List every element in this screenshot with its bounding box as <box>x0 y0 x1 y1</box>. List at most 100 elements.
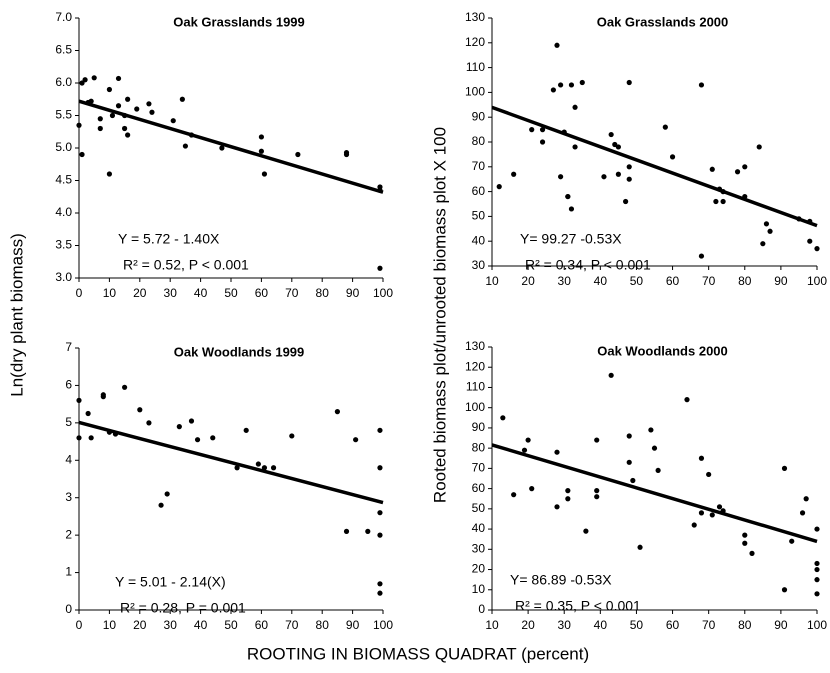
point <box>756 144 762 150</box>
point <box>716 504 723 510</box>
point <box>88 98 94 104</box>
point <box>377 427 383 433</box>
point <box>115 103 122 109</box>
point <box>814 566 820 573</box>
y-tick-label: 40 <box>472 233 486 247</box>
point <box>594 488 600 494</box>
point <box>76 122 82 128</box>
y-tick-label: 30 <box>472 258 486 272</box>
point <box>100 394 106 400</box>
y-tick-label: 80 <box>472 134 486 148</box>
fit-line <box>491 105 818 228</box>
point <box>122 125 128 132</box>
x-tick-label: 20 <box>521 274 535 288</box>
point <box>149 109 155 115</box>
y-tick-label: 120 <box>465 359 485 373</box>
chart-title: Oak Woodlands 2000 <box>597 343 728 358</box>
annotation: R² = 0.34, P < 0.001 <box>525 257 651 273</box>
x-tick-label: 10 <box>103 286 117 300</box>
fit-line <box>78 99 384 194</box>
point <box>807 238 813 244</box>
y-tick-label: 70 <box>472 461 486 475</box>
point <box>814 246 820 252</box>
point <box>698 253 705 259</box>
y-tick-label: 6.5 <box>55 43 72 57</box>
point <box>258 148 264 154</box>
point <box>182 143 188 149</box>
x-tick-label: 10 <box>103 618 117 632</box>
chart-title: Oak Woodlands 1999 <box>174 344 305 359</box>
x-tick-label: 40 <box>594 618 608 632</box>
x-tick-label: 50 <box>224 618 238 632</box>
annotation: R² = 0.35, P < 0.001 <box>515 598 641 614</box>
point <box>109 112 116 119</box>
point <box>334 409 340 415</box>
point <box>353 437 359 443</box>
point <box>539 139 546 145</box>
point <box>713 198 719 205</box>
point <box>137 407 143 413</box>
point <box>655 467 661 474</box>
y-tick-label: 3 <box>65 490 72 504</box>
point <box>720 198 726 205</box>
point <box>243 427 249 433</box>
point <box>158 502 164 508</box>
point <box>146 420 152 426</box>
x-tick-label: 90 <box>774 274 788 288</box>
fit-line <box>491 443 818 544</box>
y-axis-label: Rooted biomass plot/unrooted biomass plo… <box>430 127 449 503</box>
point <box>565 193 571 200</box>
y-tick-label: 110 <box>466 380 485 394</box>
point <box>79 151 85 158</box>
x-tick-label: 60 <box>666 618 680 632</box>
point <box>684 397 690 403</box>
point <box>568 82 575 88</box>
point <box>343 149 350 156</box>
point <box>365 528 371 535</box>
point <box>261 171 268 177</box>
point <box>742 164 748 170</box>
x-tick-label: 20 <box>521 618 535 632</box>
x-tick-label: 40 <box>194 286 208 300</box>
point <box>539 127 546 133</box>
x-axis-label: ROOTING IN BIOMASS QUADRAT (percent) <box>247 644 589 663</box>
point <box>91 75 97 81</box>
x-tick-label: 80 <box>738 274 752 288</box>
point <box>814 560 820 567</box>
y-tick-label: 6.0 <box>55 75 72 89</box>
point <box>565 496 571 502</box>
x-tick-label: 60 <box>666 274 680 288</box>
x-tick-label: 30 <box>558 274 572 288</box>
y-tick-label: 7.0 <box>55 10 72 24</box>
x-tick-label: 90 <box>774 618 788 632</box>
point <box>742 540 748 546</box>
point <box>626 164 632 170</box>
y-tick-label: 110 <box>466 60 485 74</box>
point <box>521 447 528 453</box>
x-tick-label: 30 <box>164 618 178 632</box>
point <box>781 465 788 471</box>
point <box>608 372 614 378</box>
y-tick-label: 40 <box>472 521 486 535</box>
x-tick-label: 70 <box>285 618 299 632</box>
x-tick-label: 40 <box>194 618 208 632</box>
point <box>377 184 383 190</box>
point <box>709 512 715 518</box>
x-tick-label: 30 <box>164 286 178 300</box>
annotation: Y= 99.27 -0.53X <box>520 231 622 247</box>
x-tick-label: 70 <box>702 618 716 632</box>
y-axis-label: Ln(dry plant biomass) <box>7 233 26 396</box>
x-tick-label: 70 <box>285 286 299 300</box>
y-tick-label: 5 <box>65 415 72 429</box>
x-tick-label: 20 <box>133 286 147 300</box>
point <box>648 427 654 433</box>
point <box>76 397 82 403</box>
point <box>814 577 820 583</box>
x-tick-label: 100 <box>373 618 393 632</box>
point <box>601 174 607 180</box>
x-tick-label: 60 <box>255 286 269 300</box>
x-tick-label: 90 <box>346 286 360 300</box>
point <box>85 410 91 417</box>
fit-line <box>78 420 384 505</box>
